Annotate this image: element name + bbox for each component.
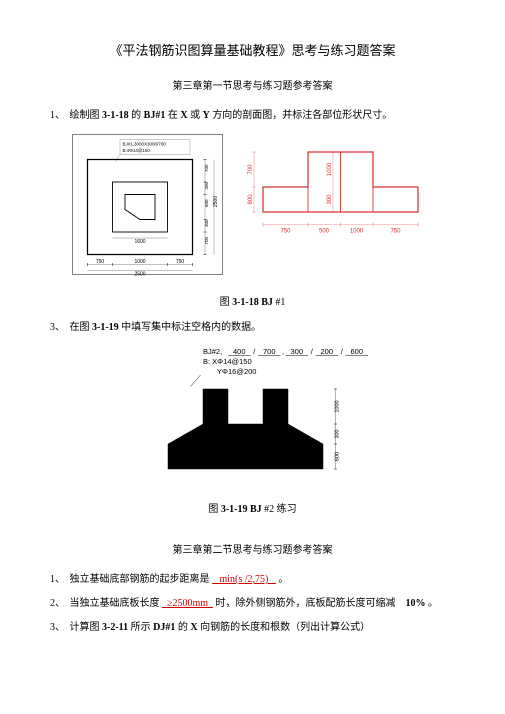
q1-text-b: 的 bbox=[131, 110, 141, 121]
svg-text:,: , bbox=[281, 347, 283, 356]
q1-text-c: 在 bbox=[168, 110, 178, 121]
q3-ref: 3-1-19 bbox=[92, 322, 119, 333]
s2q1-text-b: 。 bbox=[278, 574, 288, 585]
s2q3-num: 3、 bbox=[50, 622, 65, 633]
s2q2-text-b: 时，除外侧钢筋外，底板配筋长度可缩减 bbox=[216, 598, 396, 609]
figure-2-caption: 图 3-1-19 BJ #2 练习 bbox=[50, 500, 455, 515]
s2q1-ans: min(s /2,75) bbox=[212, 574, 276, 585]
svg-text:/: / bbox=[340, 347, 343, 356]
q3-text-a: 在图 bbox=[70, 322, 90, 333]
svg-text:YΦ16@200: YΦ16@200 bbox=[217, 367, 256, 376]
svg-text:600: 600 bbox=[350, 347, 363, 356]
fig1-cap-a: 图 bbox=[220, 297, 230, 308]
svg-text:2500: 2500 bbox=[213, 196, 219, 207]
svg-text:1000: 1000 bbox=[334, 400, 340, 412]
q1-ref: 3-1-18 bbox=[102, 110, 129, 121]
fig2-cap-a: 图 bbox=[208, 504, 218, 515]
svg-text:700: 700 bbox=[204, 236, 209, 244]
s2q3-text-a: 计算图 bbox=[70, 622, 100, 633]
s2q2-ans: ≥2500mm bbox=[162, 598, 213, 609]
svg-text:750: 750 bbox=[96, 259, 105, 265]
s2q1-text-a: 独立基础底部钢筋的起步距离是 bbox=[70, 574, 210, 585]
figure-1-caption: 图 3-1-18 BJ #1 bbox=[50, 293, 455, 308]
svg-text:BJ#1,3000X3000/700: BJ#1,3000X3000/700 bbox=[123, 142, 167, 147]
s2q3-text-d: 向钢筋的长度和根数（列出计算公式） bbox=[200, 622, 370, 633]
s2-question-1: 1、 独立基础底部钢筋的起步距离是 min(s /2,75) 。 bbox=[50, 572, 455, 588]
svg-text:600: 600 bbox=[204, 199, 209, 207]
svg-text:500: 500 bbox=[319, 229, 330, 235]
q1-num: 1、 bbox=[50, 110, 65, 121]
svg-text:300: 300 bbox=[204, 219, 209, 227]
question-1: 1、 绘制图 3-1-18 的 BJ#1 在 X 或 Y 方向的剖面图，并标注各… bbox=[50, 108, 455, 124]
section2-subtitle: 第三章第二节思考与练习题参考答案 bbox=[50, 541, 455, 556]
doc-title: 《平法钢筋识图算量基础教程》思考与练习题答案 bbox=[50, 40, 455, 59]
q3-text-b: 中填写集中标注空格内的数据。 bbox=[121, 322, 261, 333]
s2q3-x: X bbox=[190, 622, 197, 633]
svg-text:300: 300 bbox=[204, 181, 209, 189]
svg-text:1000: 1000 bbox=[134, 259, 145, 265]
svg-text:BJ#2,: BJ#2, bbox=[203, 347, 222, 356]
fig1-cap-ref: 3-1-18 BJ bbox=[232, 297, 273, 308]
svg-text:300: 300 bbox=[327, 194, 333, 205]
figure-2-section: BJ#2, 400 / 700, 300 / 200 / 600 B: XΦ14@150YΦ16@… bbox=[138, 344, 368, 489]
q1-text-a: 绘制图 bbox=[70, 110, 100, 121]
svg-text:B: XΦ14@150: B: XΦ14@150 bbox=[203, 357, 252, 366]
svg-text:/: / bbox=[253, 347, 256, 356]
svg-text:200: 200 bbox=[320, 347, 333, 356]
q1-x: X bbox=[180, 110, 187, 121]
svg-text:950: 950 bbox=[244, 452, 250, 461]
svg-text:/: / bbox=[310, 347, 313, 356]
svg-text:300: 300 bbox=[290, 347, 303, 356]
s2-question-2: 2、 当独立基础底板长度 ≥2500mm 时，除外侧钢筋外，底板配筋长度可缩减 … bbox=[50, 596, 455, 612]
q1-text-e: 方向的剖面图，并标注各部位形状尺寸。 bbox=[212, 110, 392, 121]
figure-1-row: BJ#1,3000X3000/700B:4Φ14@150 750 1000 750 25… bbox=[60, 132, 455, 287]
fig2-cap-b: #2 练习 bbox=[264, 504, 297, 515]
figure-1-left-plan: BJ#1,3000X3000/700B:4Φ14@150 750 1000 750 25… bbox=[60, 132, 235, 287]
q3-num: 3、 bbox=[50, 322, 65, 333]
svg-text:300: 300 bbox=[334, 429, 340, 438]
s2q3-ref: 3-2-11 bbox=[102, 622, 128, 633]
svg-text:700: 700 bbox=[204, 164, 209, 172]
question-3: 3、 在图 3-1-19 中填写集中标注空格内的数据。 bbox=[50, 320, 455, 336]
s2q3-text-c: 的 bbox=[178, 622, 188, 633]
section1-subtitle: 第三章第一节思考与练习题参考答案 bbox=[50, 77, 455, 92]
svg-text:750: 750 bbox=[244, 429, 250, 438]
svg-text:B:4Φ14@150: B:4Φ14@150 bbox=[123, 148, 151, 153]
svg-text:1000: 1000 bbox=[350, 229, 364, 235]
s2q3-code: DJ#1 bbox=[153, 622, 175, 633]
svg-text:2500: 2500 bbox=[134, 272, 145, 278]
q1-code: BJ#1 bbox=[144, 110, 166, 121]
q1-y: Y bbox=[203, 110, 210, 121]
svg-text:1000: 1000 bbox=[327, 162, 333, 176]
s2-question-3: 3、 计算图 3-2-11 所示 DJ#1 的 X 向钢筋的长度和根数（列出计算… bbox=[50, 620, 455, 636]
svg-text:750: 750 bbox=[390, 229, 401, 235]
figure-2-wrap: BJ#2, 400 / 700, 300 / 200 / 600 B: XΦ14@150YΦ16@… bbox=[50, 344, 455, 494]
svg-text:800: 800 bbox=[248, 194, 254, 205]
figure-1-right-section: 700 800 1000 300 750 500 1000 750 bbox=[243, 132, 448, 247]
s2q2-text-c: 。 bbox=[428, 598, 438, 609]
svg-text:700: 700 bbox=[262, 347, 275, 356]
svg-text:750: 750 bbox=[176, 259, 185, 265]
svg-text:1600: 1600 bbox=[134, 239, 145, 245]
s2q2-num: 2、 bbox=[50, 598, 65, 609]
svg-text:400: 400 bbox=[232, 347, 245, 356]
svg-text:750: 750 bbox=[280, 229, 291, 235]
s2q3-text-b: 所示 bbox=[131, 622, 151, 633]
svg-text:600: 600 bbox=[334, 452, 340, 461]
fig2-cap-ref: 3-1-19 BJ bbox=[221, 504, 262, 515]
s2q2-text-a: 当独立基础底板长度 bbox=[70, 598, 160, 609]
q1-text-d: 或 bbox=[190, 110, 200, 121]
svg-text:700: 700 bbox=[248, 164, 254, 175]
s2q1-num: 1、 bbox=[50, 574, 65, 585]
fig1-cap-b: #1 bbox=[275, 297, 285, 308]
s2q2-pct: 10% bbox=[406, 598, 426, 609]
